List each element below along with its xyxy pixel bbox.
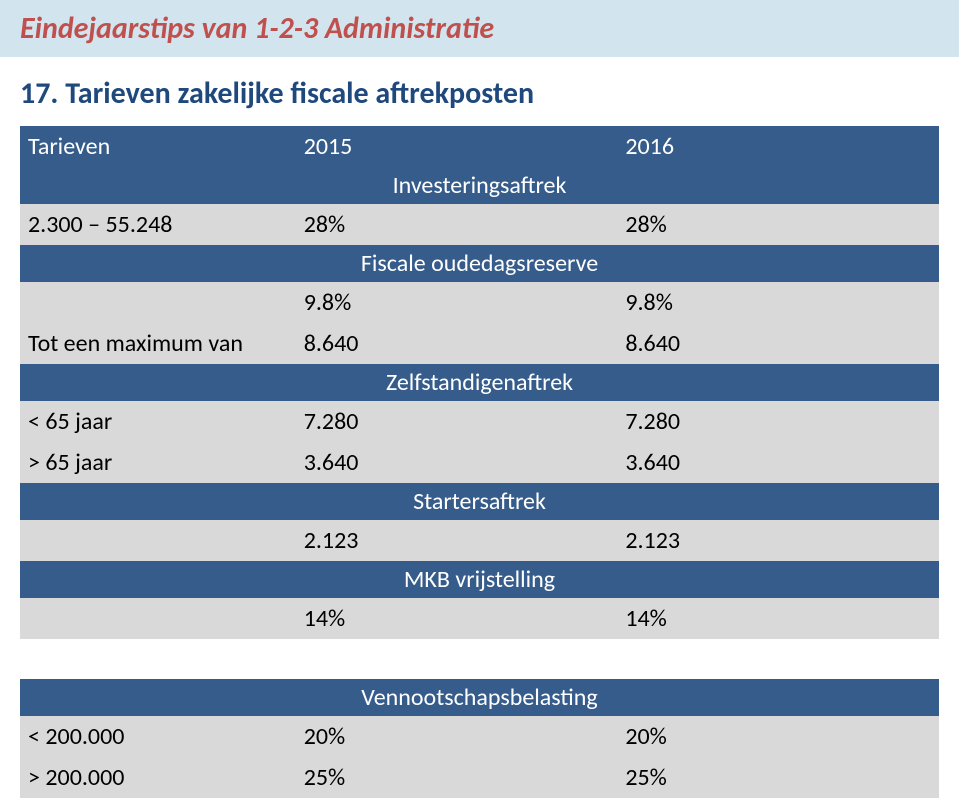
- subheader-label: Startersaftrek: [20, 483, 939, 520]
- row-value-2016: 3.640: [617, 442, 939, 483]
- subheader-label: Fiscale oudedagsreserve: [20, 245, 939, 282]
- table-row: Tot een maximum van 8.640 8.640: [20, 323, 939, 364]
- table-row: 14% 14%: [20, 598, 939, 639]
- row-label: [20, 598, 296, 639]
- row-label: 2.300 – 55.248: [20, 204, 296, 245]
- section-heading: 17. Tarieven zakelijke fiscale aftrekpos…: [0, 57, 959, 126]
- row-label: < 200.000: [20, 716, 296, 757]
- page-title: Eindejaarstips van 1-2-3 Administratie: [20, 10, 494, 47]
- subheader-mkb-vrijstelling: MKB vrijstelling: [20, 561, 939, 598]
- subheader-vennootschapsbelasting: Vennootschapsbelasting: [20, 679, 939, 716]
- subheader-fiscale-oudedagsreserve: Fiscale oudedagsreserve: [20, 245, 939, 282]
- subheader-label: Vennootschapsbelasting: [20, 679, 939, 716]
- row-value-2015: 8.640: [296, 323, 618, 364]
- row-value-2016: 9.8%: [617, 282, 939, 323]
- main-table-container: Tarieven 2015 2016 Investeringsaftrek 2.…: [0, 126, 959, 808]
- subheader-label: Zelfstandigenaftrek: [20, 364, 939, 401]
- row-value-2016: 8.640: [617, 323, 939, 364]
- table-row: 2.123 2.123: [20, 520, 939, 561]
- table-row: 2.300 – 55.248 28% 28%: [20, 204, 939, 245]
- row-label: < 65 jaar: [20, 401, 296, 442]
- row-value-2015: 28%: [296, 204, 618, 245]
- row-label: Tot een maximum van: [20, 323, 296, 364]
- row-value-2016: 7.280: [617, 401, 939, 442]
- row-label: > 200.000: [20, 757, 296, 798]
- row-value-2015: 7.280: [296, 401, 618, 442]
- header-col-label: Tarieven: [20, 126, 296, 167]
- header-col-2015: 2015: [296, 126, 618, 167]
- header-col-2016: 2016: [617, 126, 939, 167]
- row-label: [20, 282, 296, 323]
- row-value-2016: 25%: [617, 757, 939, 798]
- row-label: > 65 jaar: [20, 442, 296, 483]
- subheader-investeringsaftrek: Investeringsaftrek: [20, 167, 939, 204]
- table-row: 9.8% 9.8%: [20, 282, 939, 323]
- table-row: < 65 jaar 7.280 7.280: [20, 401, 939, 442]
- tarieven-table: Tarieven 2015 2016 Investeringsaftrek 2.…: [20, 126, 939, 639]
- row-value-2016: 14%: [617, 598, 939, 639]
- row-value-2015: 2.123: [296, 520, 618, 561]
- row-value-2015: 9.8%: [296, 282, 618, 323]
- vennootschapsbelasting-table: Vennootschapsbelasting < 200.000 20% 20%…: [20, 679, 939, 798]
- row-label: [20, 520, 296, 561]
- row-value-2016: 20%: [617, 716, 939, 757]
- subheader-startersaftrek: Startersaftrek: [20, 483, 939, 520]
- table-row: > 65 jaar 3.640 3.640: [20, 442, 939, 483]
- row-value-2016: 28%: [617, 204, 939, 245]
- row-value-2015: 14%: [296, 598, 618, 639]
- row-value-2015: 25%: [296, 757, 618, 798]
- row-value-2016: 2.123: [617, 520, 939, 561]
- table-row: < 200.000 20% 20%: [20, 716, 939, 757]
- table-row: > 200.000 25% 25%: [20, 757, 939, 798]
- subheader-zelfstandigenaftrek: Zelfstandigenaftrek: [20, 364, 939, 401]
- row-value-2015: 20%: [296, 716, 618, 757]
- subheader-label: MKB vrijstelling: [20, 561, 939, 598]
- row-value-2015: 3.640: [296, 442, 618, 483]
- title-bar: Eindejaarstips van 1-2-3 Administratie: [0, 0, 959, 57]
- table-header-row: Tarieven 2015 2016: [20, 126, 939, 167]
- subheader-label: Investeringsaftrek: [20, 167, 939, 204]
